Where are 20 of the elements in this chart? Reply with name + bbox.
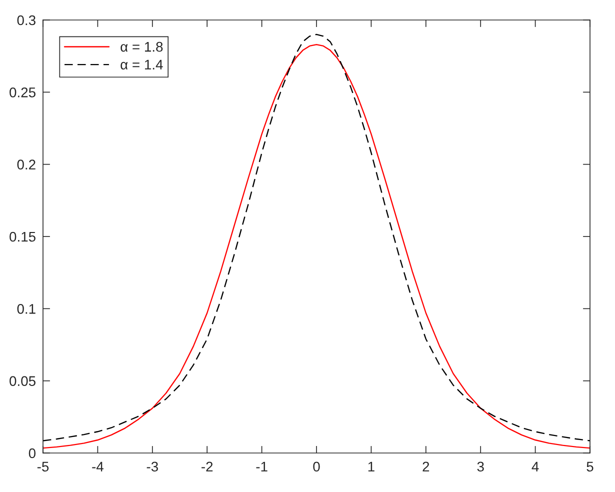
x-tick-label: -3 <box>146 462 158 472</box>
x-tick-label: 2 <box>422 462 430 472</box>
y-tick-label: 0.1 <box>17 304 36 314</box>
legend-label: α = 1.4 <box>120 60 163 70</box>
y-tick-label: 0.2 <box>17 160 36 170</box>
legend-label: α = 1.8 <box>120 42 163 52</box>
y-tick-label: 0.3 <box>17 15 36 26</box>
y-tick-label: 0.25 <box>10 88 36 98</box>
y-tick-label: 0 <box>28 448 36 458</box>
x-tick-label: 0 <box>313 462 320 472</box>
x-tick-label: 5 <box>586 462 594 472</box>
x-tick-label: 1 <box>368 462 374 472</box>
x-tick-label: -1 <box>256 462 268 472</box>
x-tick-label: -5 <box>37 462 49 472</box>
x-tick-label: -4 <box>92 462 104 472</box>
x-tick-label: -2 <box>202 462 213 472</box>
y-tick-label: 0.15 <box>10 232 36 242</box>
y-tick-label: 0.05 <box>10 376 36 386</box>
x-tick-label: 4 <box>532 462 539 472</box>
x-tick-label: 3 <box>477 462 484 472</box>
